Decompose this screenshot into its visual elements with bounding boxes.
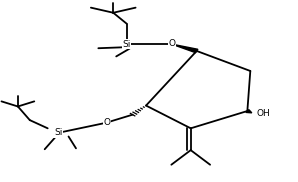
- Text: Si: Si: [122, 39, 131, 49]
- Polygon shape: [171, 44, 198, 53]
- Text: O: O: [103, 118, 110, 127]
- Text: O: O: [169, 39, 176, 48]
- Polygon shape: [246, 110, 252, 113]
- Text: OH: OH: [256, 109, 270, 118]
- Text: Si: Si: [54, 128, 62, 137]
